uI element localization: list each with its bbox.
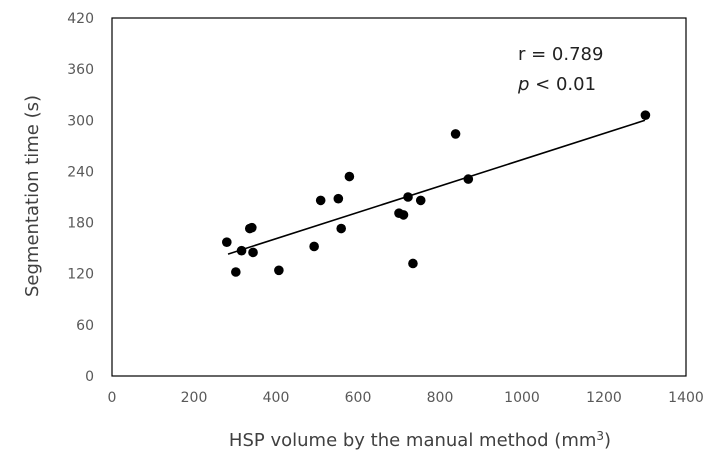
data-point [231, 267, 241, 277]
x-tick-label: 800 [427, 390, 454, 406]
data-point [344, 171, 355, 182]
x-tick-label: 1400 [668, 390, 704, 406]
data-point [640, 110, 651, 120]
y-tick-label: 300 [67, 113, 94, 129]
x-tick-label: 1000 [504, 390, 540, 406]
y-tick-label: 240 [67, 164, 94, 180]
plot-border [111, 17, 687, 377]
data-point [333, 193, 344, 204]
x-tick-label: 600 [345, 390, 372, 406]
y-tick-label: 180 [67, 216, 94, 232]
data-point [463, 174, 474, 184]
data-point [222, 237, 232, 247]
data-point [274, 265, 284, 276]
y-tick-label: 120 [67, 267, 94, 283]
y-axis-title: Segmentation time (s) [22, 95, 43, 297]
data-point [450, 129, 461, 139]
x-tick-label: 400 [263, 390, 290, 406]
data-point [403, 192, 413, 202]
y-tick-label: 360 [67, 62, 94, 78]
data-point [415, 195, 426, 206]
trendline [227, 119, 646, 255]
x-tick-label: 0 [108, 390, 117, 406]
data-point [248, 247, 258, 258]
data-point [315, 195, 326, 206]
correlation-annotation: r = 0.789 [518, 44, 603, 65]
plot-area [111, 17, 687, 377]
x-axis-title: HSP volume by the manual method (mm3) [229, 429, 611, 451]
data-point [309, 241, 319, 252]
y-tick-label: 60 [76, 318, 94, 334]
x-tick-label: 200 [181, 390, 208, 406]
trendline-layer [227, 119, 646, 255]
data-point [398, 210, 409, 220]
x-tick-label: 1200 [586, 390, 622, 406]
y-axis-ticks: 0 60 120 180 240 300 360 420 [67, 11, 94, 385]
data-point [247, 222, 257, 233]
y-tick-label: 420 [67, 11, 94, 27]
data-points [222, 110, 651, 277]
p-value-annotation: p < 0.01 [517, 74, 596, 95]
x-axis-ticks: 0 200 400 600 800 1000 1200 1400 [108, 390, 704, 406]
y-tick-label: 0 [85, 369, 94, 385]
data-point [236, 245, 247, 256]
data-point [336, 223, 346, 234]
data-point [408, 258, 418, 269]
